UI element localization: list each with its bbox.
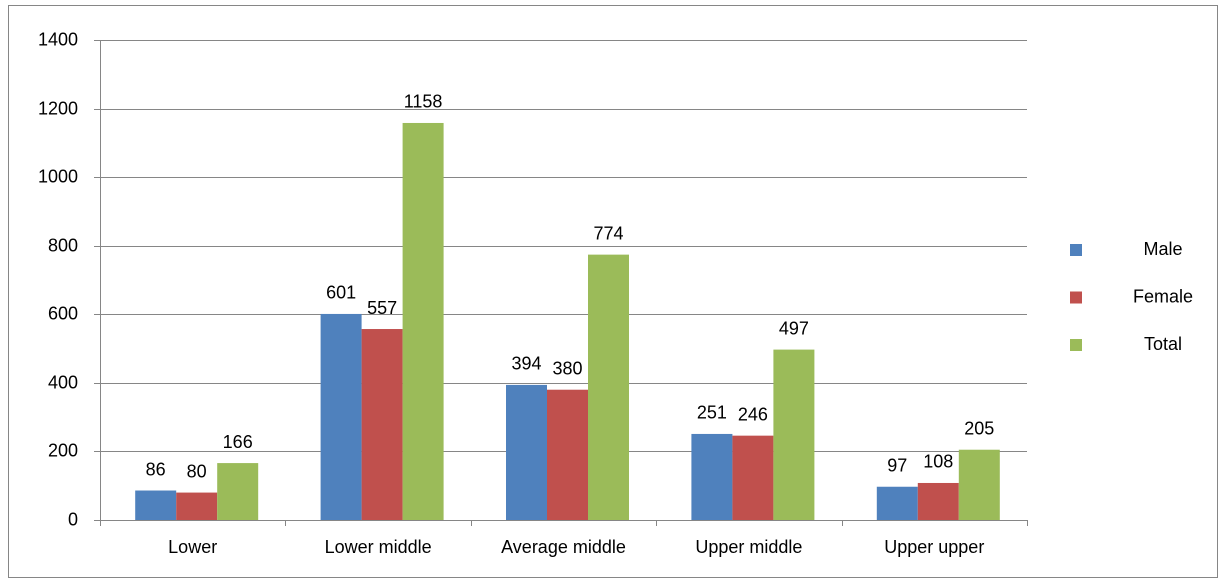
data-label: 246 — [738, 404, 768, 424]
bar — [958, 449, 1000, 520]
data-label: 1158 — [404, 92, 443, 112]
bar — [917, 482, 959, 520]
data-label: 80 — [187, 461, 207, 481]
data-label: 380 — [552, 358, 582, 378]
legend-label: Male — [1143, 239, 1182, 259]
bar — [361, 329, 403, 520]
bar — [402, 122, 444, 520]
bar — [547, 389, 588, 520]
x-tick-label: Upper middle — [695, 537, 802, 557]
bar — [773, 349, 815, 520]
data-label: 497 — [779, 318, 809, 338]
bar — [320, 313, 362, 520]
x-tick-label: Lower — [168, 537, 217, 557]
data-label: 108 — [923, 452, 953, 472]
bar — [506, 384, 547, 520]
data-label: 557 — [367, 298, 397, 318]
y-tick-label: 200 — [48, 440, 78, 460]
y-tick-label: 800 — [48, 235, 78, 255]
y-tick-label: 0 — [68, 509, 78, 529]
legend-swatch — [1070, 291, 1082, 304]
bar — [732, 435, 774, 520]
data-label: 205 — [964, 418, 994, 438]
y-tick-label: 1400 — [38, 29, 78, 49]
y-tick-label: 400 — [48, 372, 78, 392]
bar — [135, 490, 177, 520]
x-tick-label: Average middle — [501, 537, 626, 557]
bar — [176, 492, 218, 520]
x-tick-label: Lower middle — [325, 537, 432, 557]
bar — [588, 254, 629, 520]
legend-label: Female — [1133, 286, 1193, 306]
y-tick-label: 600 — [48, 303, 78, 323]
legend-label: Total — [1144, 334, 1182, 354]
x-tick-label: Upper upper — [884, 537, 984, 557]
data-label: 394 — [511, 354, 541, 374]
data-label: 97 — [887, 455, 907, 475]
data-label: 166 — [223, 432, 253, 452]
bar — [876, 486, 918, 520]
y-tick-label: 1000 — [38, 166, 78, 186]
legend-swatch — [1070, 339, 1082, 351]
bar — [217, 463, 259, 520]
legend-swatch — [1070, 244, 1082, 256]
data-label: 251 — [697, 403, 727, 423]
data-label: 86 — [146, 459, 166, 479]
data-label: 601 — [326, 283, 356, 303]
bar — [691, 433, 733, 520]
data-label: 774 — [593, 223, 623, 243]
y-tick-label: 1200 — [38, 98, 78, 118]
